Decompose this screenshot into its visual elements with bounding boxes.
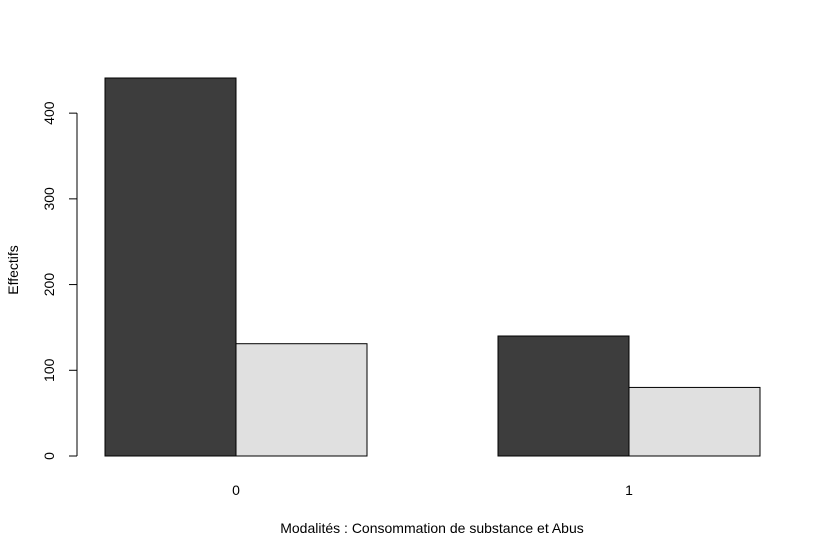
bar-cat1-series1 — [497, 335, 630, 457]
x-tick-label-1: 1 — [625, 482, 633, 498]
x-tick-label-0: 0 — [232, 482, 240, 498]
bars-group — [104, 77, 761, 457]
y-tick-label-400: 400 — [41, 101, 57, 125]
y-tick-label-200: 200 — [41, 273, 57, 297]
bar-cat0-series1 — [104, 77, 237, 457]
y-tick-label-0: 0 — [41, 452, 57, 460]
bar-cat1-series2 — [628, 386, 761, 457]
y-tick-label-300: 300 — [41, 187, 57, 211]
bar-cat0-series2 — [235, 343, 368, 457]
x-axis-title: Modalités : Consommation de substance et… — [280, 520, 584, 536]
y-axis: 0 100 200 300 400 — [41, 101, 78, 460]
y-tick-label-100: 100 — [41, 358, 57, 382]
y-axis-title: Effectifs — [5, 245, 21, 295]
